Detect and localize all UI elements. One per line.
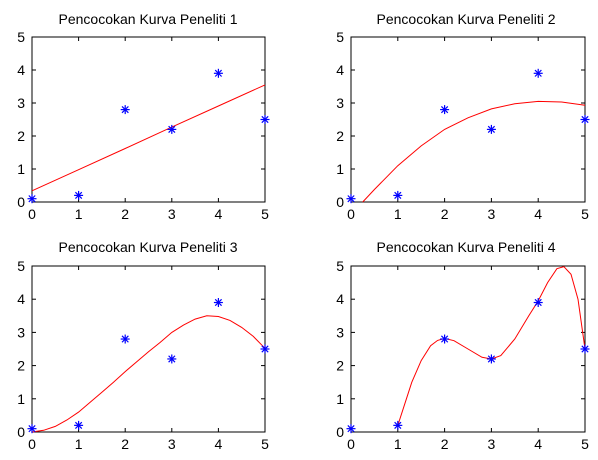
data-point [533,298,543,308]
x-tick-label: 3 [488,206,496,222]
data-point [346,424,356,434]
data-point [167,354,177,364]
x-tick-label: 3 [488,436,496,452]
data-point [120,334,130,344]
y-tick-label: 0 [336,424,344,440]
plot-title-3: Pencocokan Kurva Peneliti 3 [59,239,238,255]
y-tick-label: 1 [17,161,25,177]
data-point [440,105,450,115]
y-tick-label: 3 [336,95,344,111]
x-tick-label: 3 [168,436,176,452]
data-point [393,420,403,430]
y-tick-label: 5 [336,29,344,45]
y-tick-label: 5 [17,29,25,45]
data-point [393,190,403,200]
data-point [213,298,223,308]
subplot-2: Pencocokan Kurva Peneliti 2 0 1 2 3 4 5 0 1 2 3 4 5 [336,11,590,222]
data-point [580,115,590,124]
y-tick-label: 2 [17,358,25,374]
x-tick-label: 1 [75,206,83,222]
x-tick-label: 5 [261,206,269,222]
axes-box-3 [31,265,266,433]
subplot-4: Pencocokan Kurva Peneliti 4 0 1 2 3 4 5 0 1 2 3 4 5 [336,239,590,452]
fit-curve [31,84,266,192]
data-point [120,105,130,115]
x-tick-label: 4 [215,436,223,452]
plot-title-1: Pencocokan Kurva Peneliti 1 [59,11,238,27]
x-tick-label: 0 [28,436,36,452]
y-tick-label: 4 [17,291,25,307]
x-tick-label: 1 [75,436,83,452]
x-tick-label: 1 [394,436,402,452]
y-tick-label: 4 [336,291,344,307]
data-point [27,424,37,434]
axes-box-1 [31,36,266,203]
y-tick-label: 3 [17,95,25,111]
y-tick-label: 2 [17,128,25,144]
data-point [27,194,37,204]
x-tick-label: 5 [261,436,269,452]
y-tick-label: 5 [17,258,25,274]
subplot-3: Pencocokan Kurva Peneliti 3 0 1 2 3 4 5 0 1 2 3 4 5 [17,239,270,452]
y-tick-label: 1 [336,161,344,177]
data-point [486,124,496,134]
y-tick-label: 4 [17,62,25,78]
data-point [260,344,270,354]
x-tick-label: 4 [534,436,542,452]
x-tick-label: 0 [347,206,355,222]
y-tick-label: 1 [17,391,25,407]
y-tick-label: 0 [17,194,25,210]
data-point [486,354,496,364]
y-tick-label: 3 [336,324,344,340]
x-tick-label: 4 [534,206,542,222]
x-tick-label: 5 [581,436,589,452]
y-tick-label: 4 [336,62,344,78]
data-point [346,194,356,204]
fit-curve [31,315,266,433]
x-tick-label: 1 [394,206,402,222]
x-tick-label: 3 [168,206,176,222]
x-tick-label: 0 [347,436,355,452]
x-tick-label: 2 [121,206,129,222]
fit-curve [397,266,586,426]
x-tick-label: 5 [581,206,589,222]
y-tick-label: 1 [336,391,344,407]
plot-title-4: Pencocokan Kurva Peneliti 4 [377,239,556,255]
data-point [213,68,223,78]
data-point [74,420,84,430]
x-tick-label: 2 [441,206,449,222]
y-tick-label: 0 [336,194,344,210]
data-point [167,124,177,134]
x-tick-label: 0 [28,206,36,222]
data-point [260,115,270,124]
x-tick-label: 2 [441,436,449,452]
data-point [440,334,450,344]
y-tick-label: 0 [17,424,25,440]
y-tick-label: 3 [17,324,25,340]
fit-curve [362,100,586,203]
subplot-1: Pencocokan Kurva Peneliti 1 0 1 2 3 4 5 0 1 2 3 4 5 [17,11,270,222]
y-tick-label: 5 [336,258,344,274]
x-tick-label: 2 [121,436,129,452]
data-point [580,344,590,354]
x-tick-label: 4 [215,206,223,222]
data-point [74,190,84,200]
data-point [533,68,543,78]
plot-title-2: Pencocokan Kurva Peneliti 2 [377,11,556,27]
y-tick-label: 2 [336,358,344,374]
y-tick-label: 2 [336,128,344,144]
